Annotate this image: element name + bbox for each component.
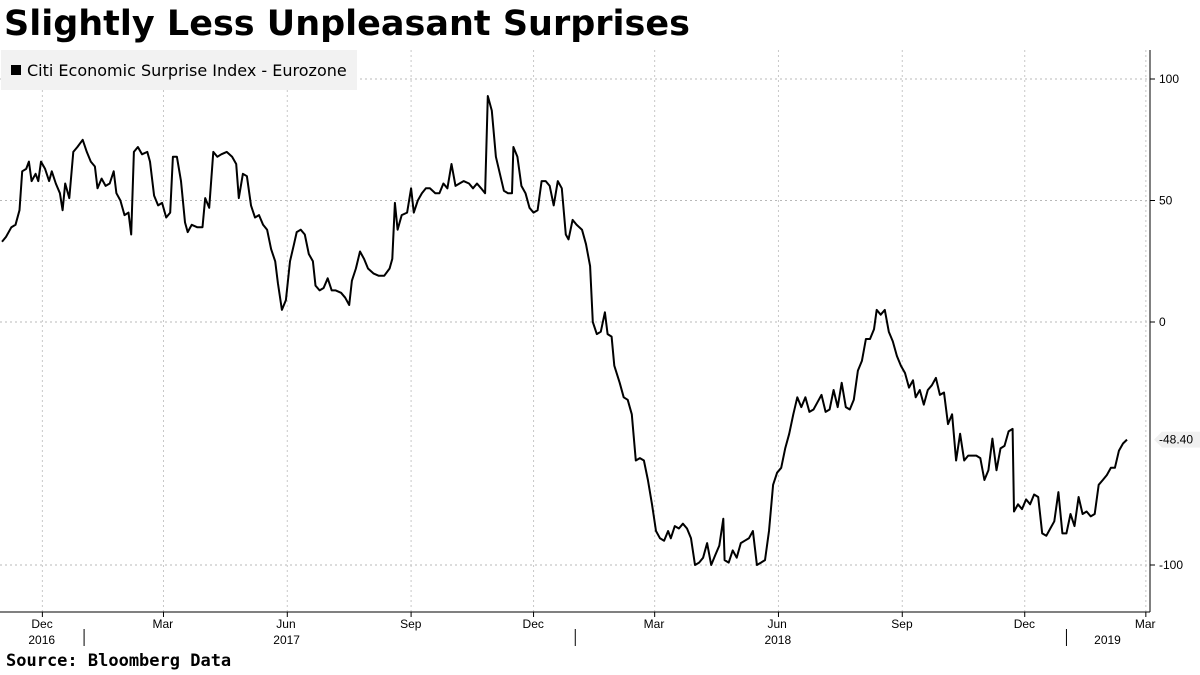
chart-title: Slightly Less Unpleasant Surprises: [4, 4, 690, 44]
y-tick-label: -100: [1159, 558, 1183, 572]
y-tick-label: 100: [1159, 72, 1179, 86]
label-layer: 100 50 0 -100 Dec Mar Jun Sep Dec Mar Jun Sep Dec Mar…: [28, 72, 1200, 647]
axis-layer: [0, 50, 1155, 646]
series-line-eurozone: [1, 95, 1128, 566]
last-value-label: -48.40: [1159, 433, 1193, 447]
x-tick-label: Jun: [767, 617, 786, 631]
x-tick-label: Jun: [276, 617, 295, 631]
legend-swatch-icon: [11, 65, 21, 75]
x-tick-label: Mar: [644, 617, 665, 631]
x-tick-label: Sep: [400, 617, 422, 631]
year-label: 2018: [764, 633, 791, 647]
year-label: 2017: [273, 633, 300, 647]
x-tick-label: Dec: [1014, 617, 1035, 631]
x-tick-label: Mar: [152, 617, 173, 631]
last-value-tag: [1154, 431, 1200, 448]
x-tick-label: Sep: [891, 617, 913, 631]
legend: Citi Economic Surprise Index - Eurozone: [1, 50, 357, 90]
y-tick-label: 0: [1159, 315, 1166, 329]
x-tick-label: Mar: [1135, 617, 1156, 631]
x-tick-label: Dec: [523, 617, 544, 631]
year-label: 2019: [1094, 633, 1121, 647]
year-label: 2016: [28, 633, 55, 647]
legend-label: Citi Economic Surprise Index - Eurozone: [27, 60, 347, 80]
x-tick-label: Dec: [31, 617, 52, 631]
y-tick-label: 50: [1159, 194, 1173, 208]
grid-layer: [0, 50, 1150, 612]
source-note: Source: Bloomberg Data: [6, 651, 232, 671]
series-layer: [1, 95, 1128, 566]
